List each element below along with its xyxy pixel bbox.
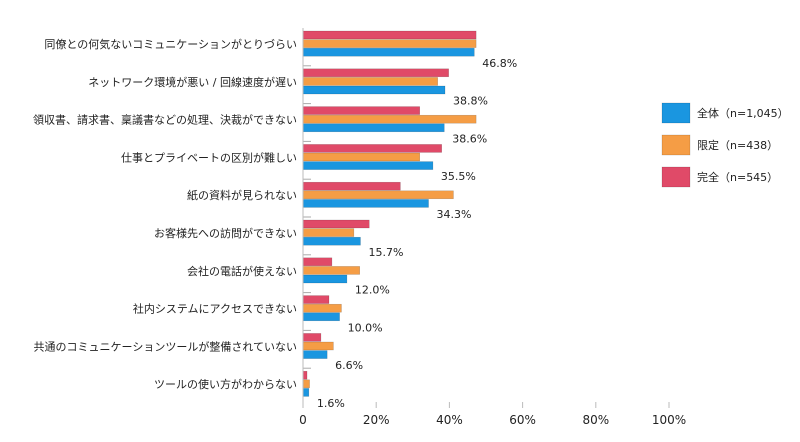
- category-label: ネットワーク環境が悪い / 回線速度が遅い: [88, 75, 297, 89]
- data-label: 38.8%: [453, 95, 488, 108]
- bar-1-9: [302, 379, 310, 389]
- data-label: 34.3%: [437, 208, 472, 221]
- data-label: 46.8%: [482, 57, 517, 70]
- bar-1-1: [302, 77, 438, 86]
- bar-0-2: [302, 106, 421, 115]
- legend-label: 完全（n=545）: [697, 170, 778, 184]
- bar-2-9: [302, 388, 310, 397]
- bar-0-7: [302, 295, 330, 304]
- bar-1-8: [302, 341, 334, 351]
- x-tick-label: 20%: [363, 413, 390, 427]
- bar-2-3: [302, 161, 434, 170]
- bar-2-1: [302, 85, 446, 95]
- bar-2-0: [302, 47, 475, 57]
- data-label: 12.0%: [355, 284, 390, 297]
- data-label: 1.6%: [317, 397, 345, 410]
- bar-0-4: [302, 181, 401, 191]
- bar-0-0: [302, 30, 477, 40]
- bar-0-9: [302, 370, 308, 380]
- category-label: 会社の電話が使えない: [187, 264, 297, 278]
- bar-1-2: [302, 114, 477, 124]
- bar-1-6: [302, 266, 360, 275]
- x-tick-label: 80%: [582, 413, 609, 427]
- category-label: 仕事とプライベートの区別が難しい: [121, 150, 297, 164]
- category-label: ツールの使い方がわからない: [154, 377, 297, 391]
- bar-1-4: [302, 190, 454, 200]
- category-label: 社内システムにアクセスできない: [133, 302, 297, 316]
- bar-2-8: [302, 350, 328, 359]
- bar-1-0: [302, 39, 477, 48]
- x-tick-label: 0: [299, 413, 307, 427]
- bar-0-3: [302, 144, 442, 153]
- bar-2-4: [302, 199, 429, 208]
- bar-2-6: [302, 274, 348, 284]
- bar-1-7: [302, 303, 342, 313]
- legend-swatch: [661, 134, 691, 156]
- bar-2-7: [302, 312, 340, 322]
- legend-label: 全体（n=1,045）: [697, 106, 789, 120]
- category-label: 紙の資料が見られない: [187, 188, 297, 202]
- category-label: お客様先への訪問ができない: [154, 226, 297, 240]
- data-label: 35.5%: [441, 170, 476, 183]
- bar-2-2: [302, 123, 445, 133]
- data-label: 15.7%: [368, 246, 403, 259]
- bar-2-5: [302, 236, 361, 246]
- bar-0-6: [302, 257, 333, 267]
- bar-1-5: [302, 228, 355, 237]
- data-label: 38.6%: [452, 132, 487, 145]
- bar-0-8: [302, 333, 322, 342]
- legend-swatch: [661, 166, 691, 188]
- bar-0-5: [302, 219, 370, 229]
- x-tick-label: 60%: [509, 413, 536, 427]
- bar-0-1: [302, 68, 449, 78]
- x-tick-label: 100%: [652, 413, 686, 427]
- x-tick-label: 40%: [436, 413, 463, 427]
- bar-1-3: [302, 152, 421, 162]
- category-label: 共通のコミュニケーションツールが整備されていない: [34, 339, 297, 353]
- legend-label: 限定（n=438）: [697, 138, 778, 152]
- data-label: 6.6%: [335, 359, 363, 372]
- category-label: 領収書、請求書、稟議書などの処理、決裁ができない: [33, 113, 297, 127]
- category-label: 同僚との何気ないコミュニケーションがとりづらい: [44, 37, 297, 51]
- data-label: 10.0%: [348, 321, 383, 334]
- legend-swatch: [661, 102, 691, 124]
